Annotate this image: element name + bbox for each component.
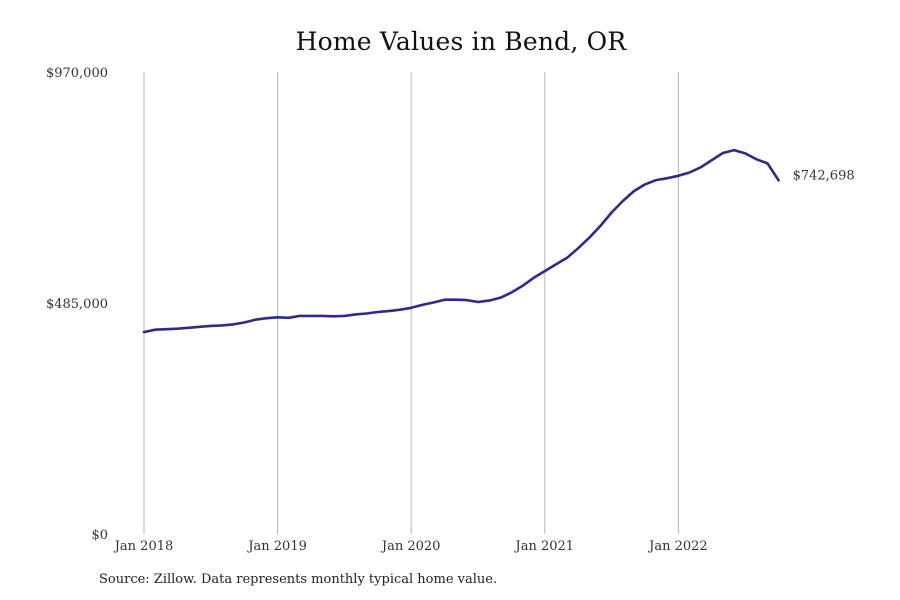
y-tick-label-2: $970,000 [46,66,108,81]
gridlines [143,72,679,534]
y-tick-label-1: $485,000 [46,297,108,312]
chart-title: Home Values in Bend, OR [295,27,627,56]
series-layer: $742,698 [142,148,855,334]
y-axis: $0 $485,000 $970,000 [46,66,108,543]
x-tick-label-0: Jan 2018 [113,539,174,554]
series-line-0 [142,148,780,334]
y-tick-label-0: $0 [91,528,108,543]
x-tick-label-2: Jan 2020 [380,539,441,554]
x-tick-label-3: Jan 2021 [514,539,575,554]
x-tick-label-4: Jan 2022 [647,539,708,554]
x-axis: Jan 2018 Jan 2019 Jan 2020 Jan 2021 Jan 2022 [113,539,708,554]
x-tick-label-1: Jan 2019 [246,539,307,554]
chart-source-note: Source: Zillow. Data represents monthly … [99,572,498,587]
series-end-value-label: $742,698 [793,168,855,183]
